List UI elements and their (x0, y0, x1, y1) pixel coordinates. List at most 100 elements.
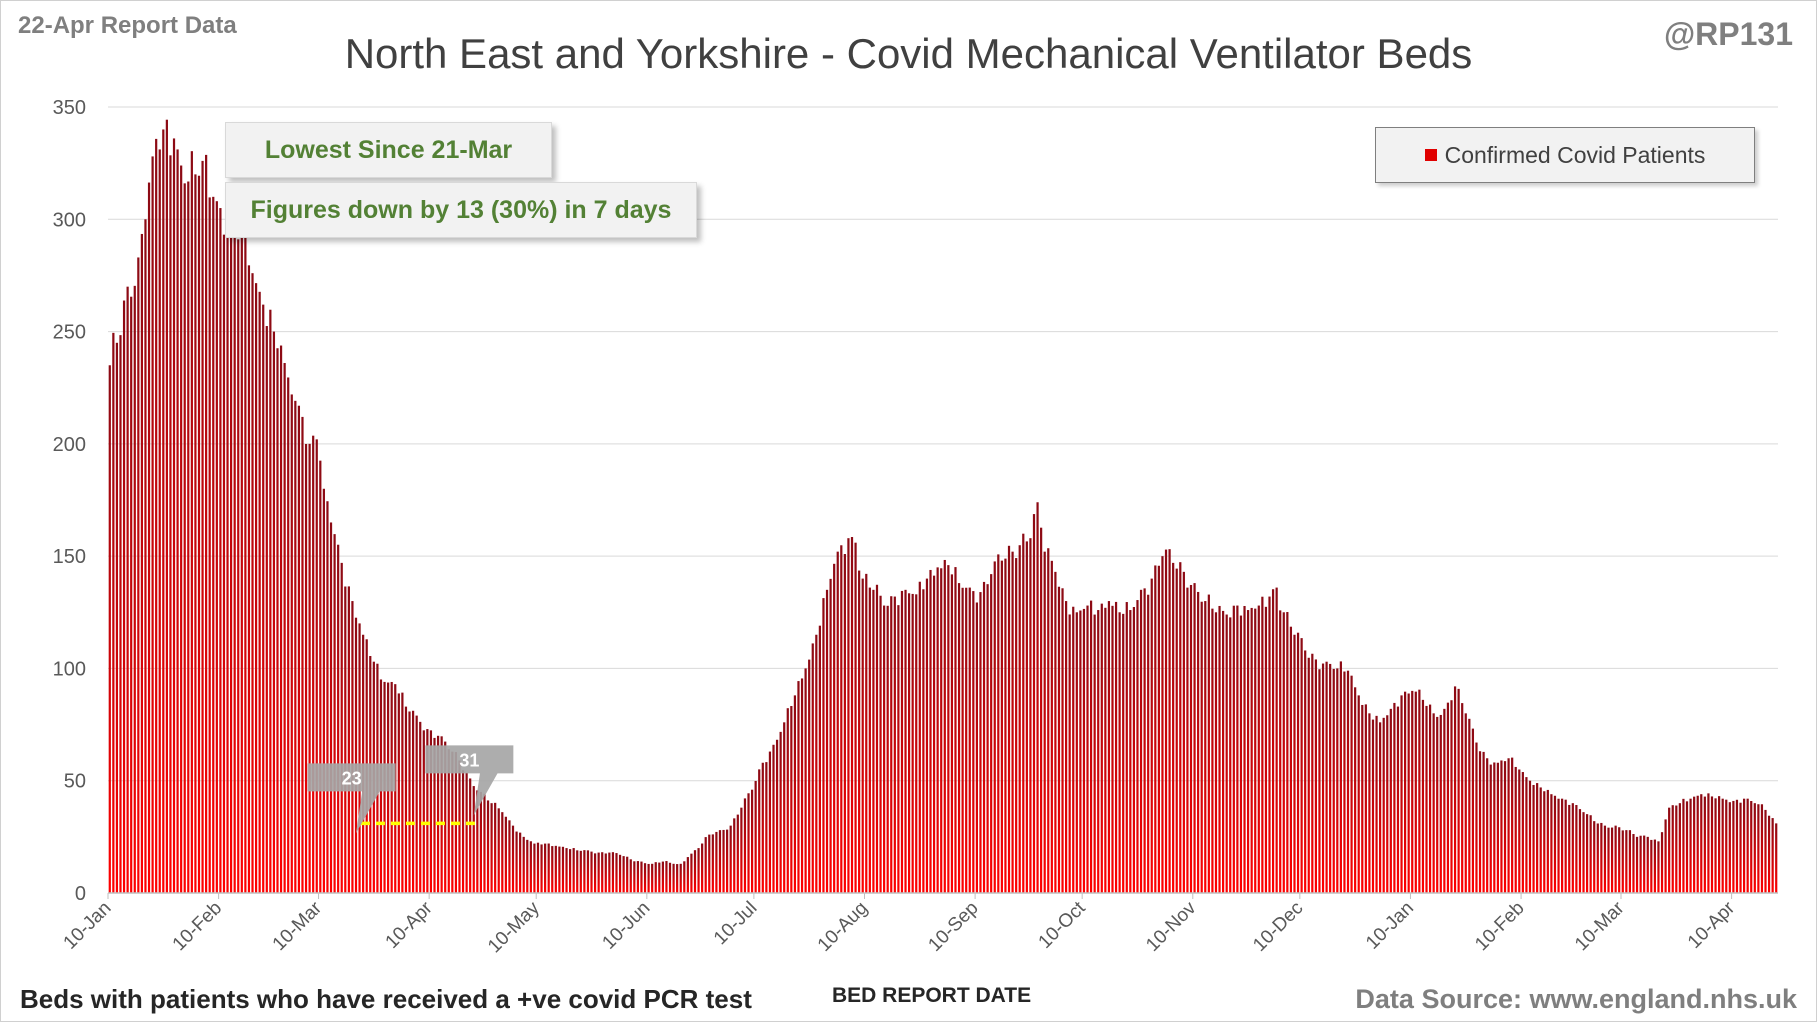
bar (561, 846, 565, 893)
chart-title: North East and Yorkshire - Covid Mechani… (344, 30, 1473, 77)
bar (1386, 715, 1389, 893)
bar (1660, 832, 1664, 893)
y-tick-label: 250 (53, 322, 86, 344)
bar (1254, 608, 1257, 893)
bar (461, 770, 465, 893)
bar (237, 239, 240, 894)
bar (661, 861, 664, 893)
bar (1489, 764, 1492, 893)
bar (1735, 799, 1739, 893)
bar (162, 129, 165, 893)
bar (1771, 818, 1774, 893)
bar (254, 283, 258, 893)
bar (1282, 612, 1285, 893)
x-tick-label: 10-Mar (269, 897, 327, 955)
bar (1635, 836, 1639, 893)
bar (626, 856, 629, 893)
x-tick-label: 10-Jun (598, 898, 654, 954)
bar (1739, 802, 1742, 893)
bar (604, 853, 607, 893)
bar (222, 234, 226, 893)
bar (972, 591, 975, 893)
bar (1114, 601, 1118, 893)
bar (1700, 794, 1703, 893)
bar (1168, 549, 1171, 893)
bar (1746, 798, 1749, 893)
bar (1082, 608, 1086, 893)
bar (1079, 610, 1082, 893)
bar (961, 587, 964, 893)
bar (897, 605, 900, 893)
bar (1246, 610, 1250, 893)
bar (1015, 558, 1018, 893)
bar (1189, 584, 1193, 893)
bar (804, 668, 807, 893)
bar (1286, 612, 1289, 893)
bar (1204, 601, 1207, 893)
bar (1575, 805, 1578, 893)
bar (1625, 830, 1628, 893)
bar (1411, 690, 1414, 893)
bar (251, 273, 254, 893)
bar (1518, 769, 1521, 893)
bar (472, 786, 475, 893)
bar (1193, 583, 1196, 893)
bar (1685, 801, 1689, 893)
bar (808, 659, 811, 893)
grid-lines (108, 106, 1778, 782)
bar (1757, 804, 1760, 893)
bar (965, 587, 968, 893)
bar (593, 853, 597, 893)
bar (1753, 803, 1756, 893)
bar (1257, 605, 1260, 893)
bar (1553, 795, 1557, 893)
bar (1143, 588, 1146, 893)
x-tick-label: 10-Oct (1035, 897, 1091, 953)
bar (1054, 571, 1057, 893)
bar (672, 863, 675, 893)
bar (426, 729, 429, 893)
bar (1332, 668, 1335, 893)
bar (747, 793, 750, 893)
bar (601, 852, 604, 893)
bar (1767, 815, 1771, 893)
y-tick-label: 0 (75, 883, 86, 905)
bar (219, 208, 222, 893)
bar (1129, 610, 1132, 893)
bar (1464, 713, 1467, 893)
bar (1118, 612, 1121, 893)
bar (957, 583, 961, 893)
bar (1643, 835, 1646, 893)
bar (1289, 626, 1293, 893)
bar (861, 578, 864, 893)
bar (636, 861, 640, 893)
bar (683, 861, 686, 893)
bar (558, 846, 561, 893)
bar (1186, 587, 1189, 893)
bar (1307, 657, 1310, 893)
bar (479, 791, 482, 893)
bar (322, 488, 325, 893)
bar (704, 837, 707, 893)
bar (269, 309, 272, 894)
bar (822, 598, 825, 893)
bar (932, 575, 936, 893)
bar (551, 846, 554, 893)
bar (436, 735, 440, 893)
y-tick-label: 100 (53, 658, 86, 680)
x-tick-label: 10-Nov (1142, 897, 1201, 956)
bar (1596, 823, 1599, 893)
bar (1164, 549, 1168, 893)
bar (1750, 801, 1753, 893)
bar (1161, 556, 1164, 893)
bar (1293, 634, 1296, 893)
bar (997, 554, 1000, 893)
bar (793, 695, 797, 893)
bar (483, 793, 486, 893)
bar (1107, 601, 1111, 893)
bar (1710, 796, 1714, 893)
bar (1607, 827, 1610, 893)
bar (1653, 839, 1656, 893)
bar (1065, 601, 1068, 893)
